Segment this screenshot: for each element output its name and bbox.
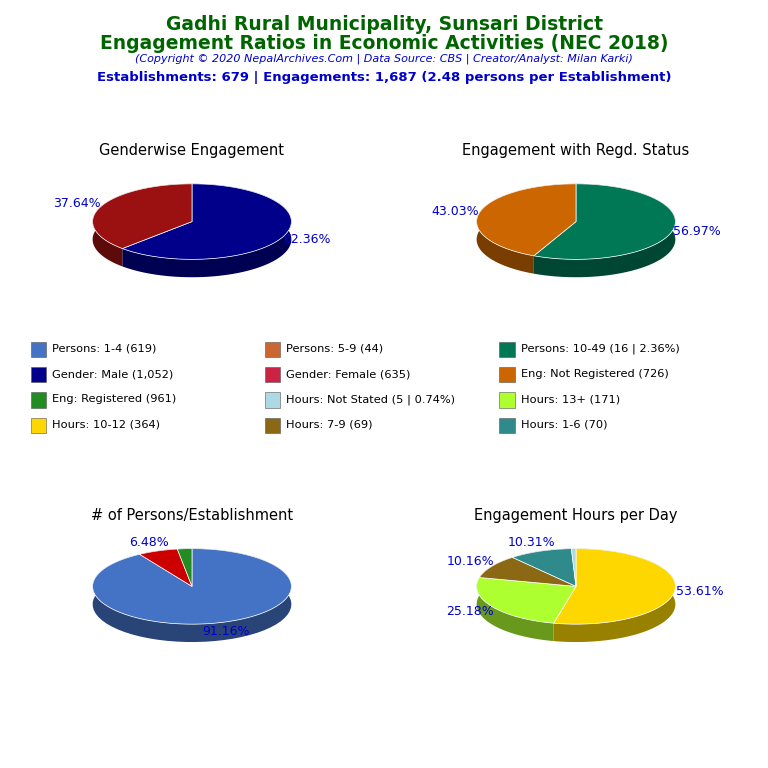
Text: 62.36%: 62.36% [283,233,331,246]
Title: Genderwise Engagement: Genderwise Engagement [100,143,284,158]
Text: 43.03%: 43.03% [431,205,478,218]
Polygon shape [93,548,291,624]
Polygon shape [477,184,576,256]
Text: Gender: Male (1,052): Gender: Male (1,052) [52,369,174,379]
Polygon shape [122,184,291,277]
Polygon shape [93,184,192,266]
Title: Engagement Hours per Day: Engagement Hours per Day [475,508,677,523]
Text: Establishments: 679 | Engagements: 1,687 (2.48 persons per Establishment): Establishments: 679 | Engagements: 1,687… [97,71,671,84]
Title: # of Persons/Establishment: # of Persons/Establishment [91,508,293,523]
Polygon shape [477,578,576,623]
Text: Gender: Female (635): Gender: Female (635) [286,369,411,379]
Text: Persons: 1-4 (619): Persons: 1-4 (619) [52,343,157,354]
Polygon shape [512,548,571,575]
Text: 10.31%: 10.31% [507,536,554,549]
Text: Eng: Registered (961): Eng: Registered (961) [52,394,177,405]
Text: Persons: 10-49 (16 | 2.36%): Persons: 10-49 (16 | 2.36%) [521,343,680,354]
Polygon shape [177,548,192,567]
Polygon shape [554,548,675,624]
Text: 37.64%: 37.64% [53,197,101,210]
Polygon shape [477,184,576,273]
Text: Hours: 1-6 (70): Hours: 1-6 (70) [521,419,607,430]
Text: Hours: 7-9 (69): Hours: 7-9 (69) [286,419,373,430]
Text: 10.16%: 10.16% [447,555,495,568]
Text: 25.18%: 25.18% [446,604,494,617]
Polygon shape [571,548,576,587]
Polygon shape [140,549,177,572]
Text: Persons: 5-9 (44): Persons: 5-9 (44) [286,343,383,354]
Text: 91.16%: 91.16% [202,625,250,638]
Polygon shape [512,548,576,587]
Polygon shape [571,548,576,567]
Polygon shape [93,184,192,249]
Text: Gadhi Rural Municipality, Sunsari District: Gadhi Rural Municipality, Sunsari Distri… [165,15,603,35]
Text: Hours: 13+ (171): Hours: 13+ (171) [521,394,620,405]
Polygon shape [534,184,675,260]
Polygon shape [477,578,554,641]
Polygon shape [479,558,576,587]
Title: Engagement with Regd. Status: Engagement with Regd. Status [462,143,690,158]
Text: Hours: 10-12 (364): Hours: 10-12 (364) [52,419,161,430]
Polygon shape [534,184,675,277]
Polygon shape [93,548,291,642]
Text: Eng: Not Registered (726): Eng: Not Registered (726) [521,369,668,379]
Text: 56.97%: 56.97% [674,225,721,238]
Text: Hours: Not Stated (5 | 0.74%): Hours: Not Stated (5 | 0.74%) [286,394,455,405]
Polygon shape [140,549,192,587]
Text: (Copyright © 2020 NepalArchives.Com | Data Source: CBS | Creator/Analyst: Milan : (Copyright © 2020 NepalArchives.Com | Da… [135,54,633,65]
Polygon shape [479,558,512,595]
Polygon shape [554,548,675,642]
Polygon shape [122,184,291,260]
Text: 6.48%: 6.48% [129,535,169,548]
Polygon shape [177,548,192,587]
Text: Engagement Ratios in Economic Activities (NEC 2018): Engagement Ratios in Economic Activities… [100,34,668,53]
Text: 53.61%: 53.61% [676,585,723,598]
